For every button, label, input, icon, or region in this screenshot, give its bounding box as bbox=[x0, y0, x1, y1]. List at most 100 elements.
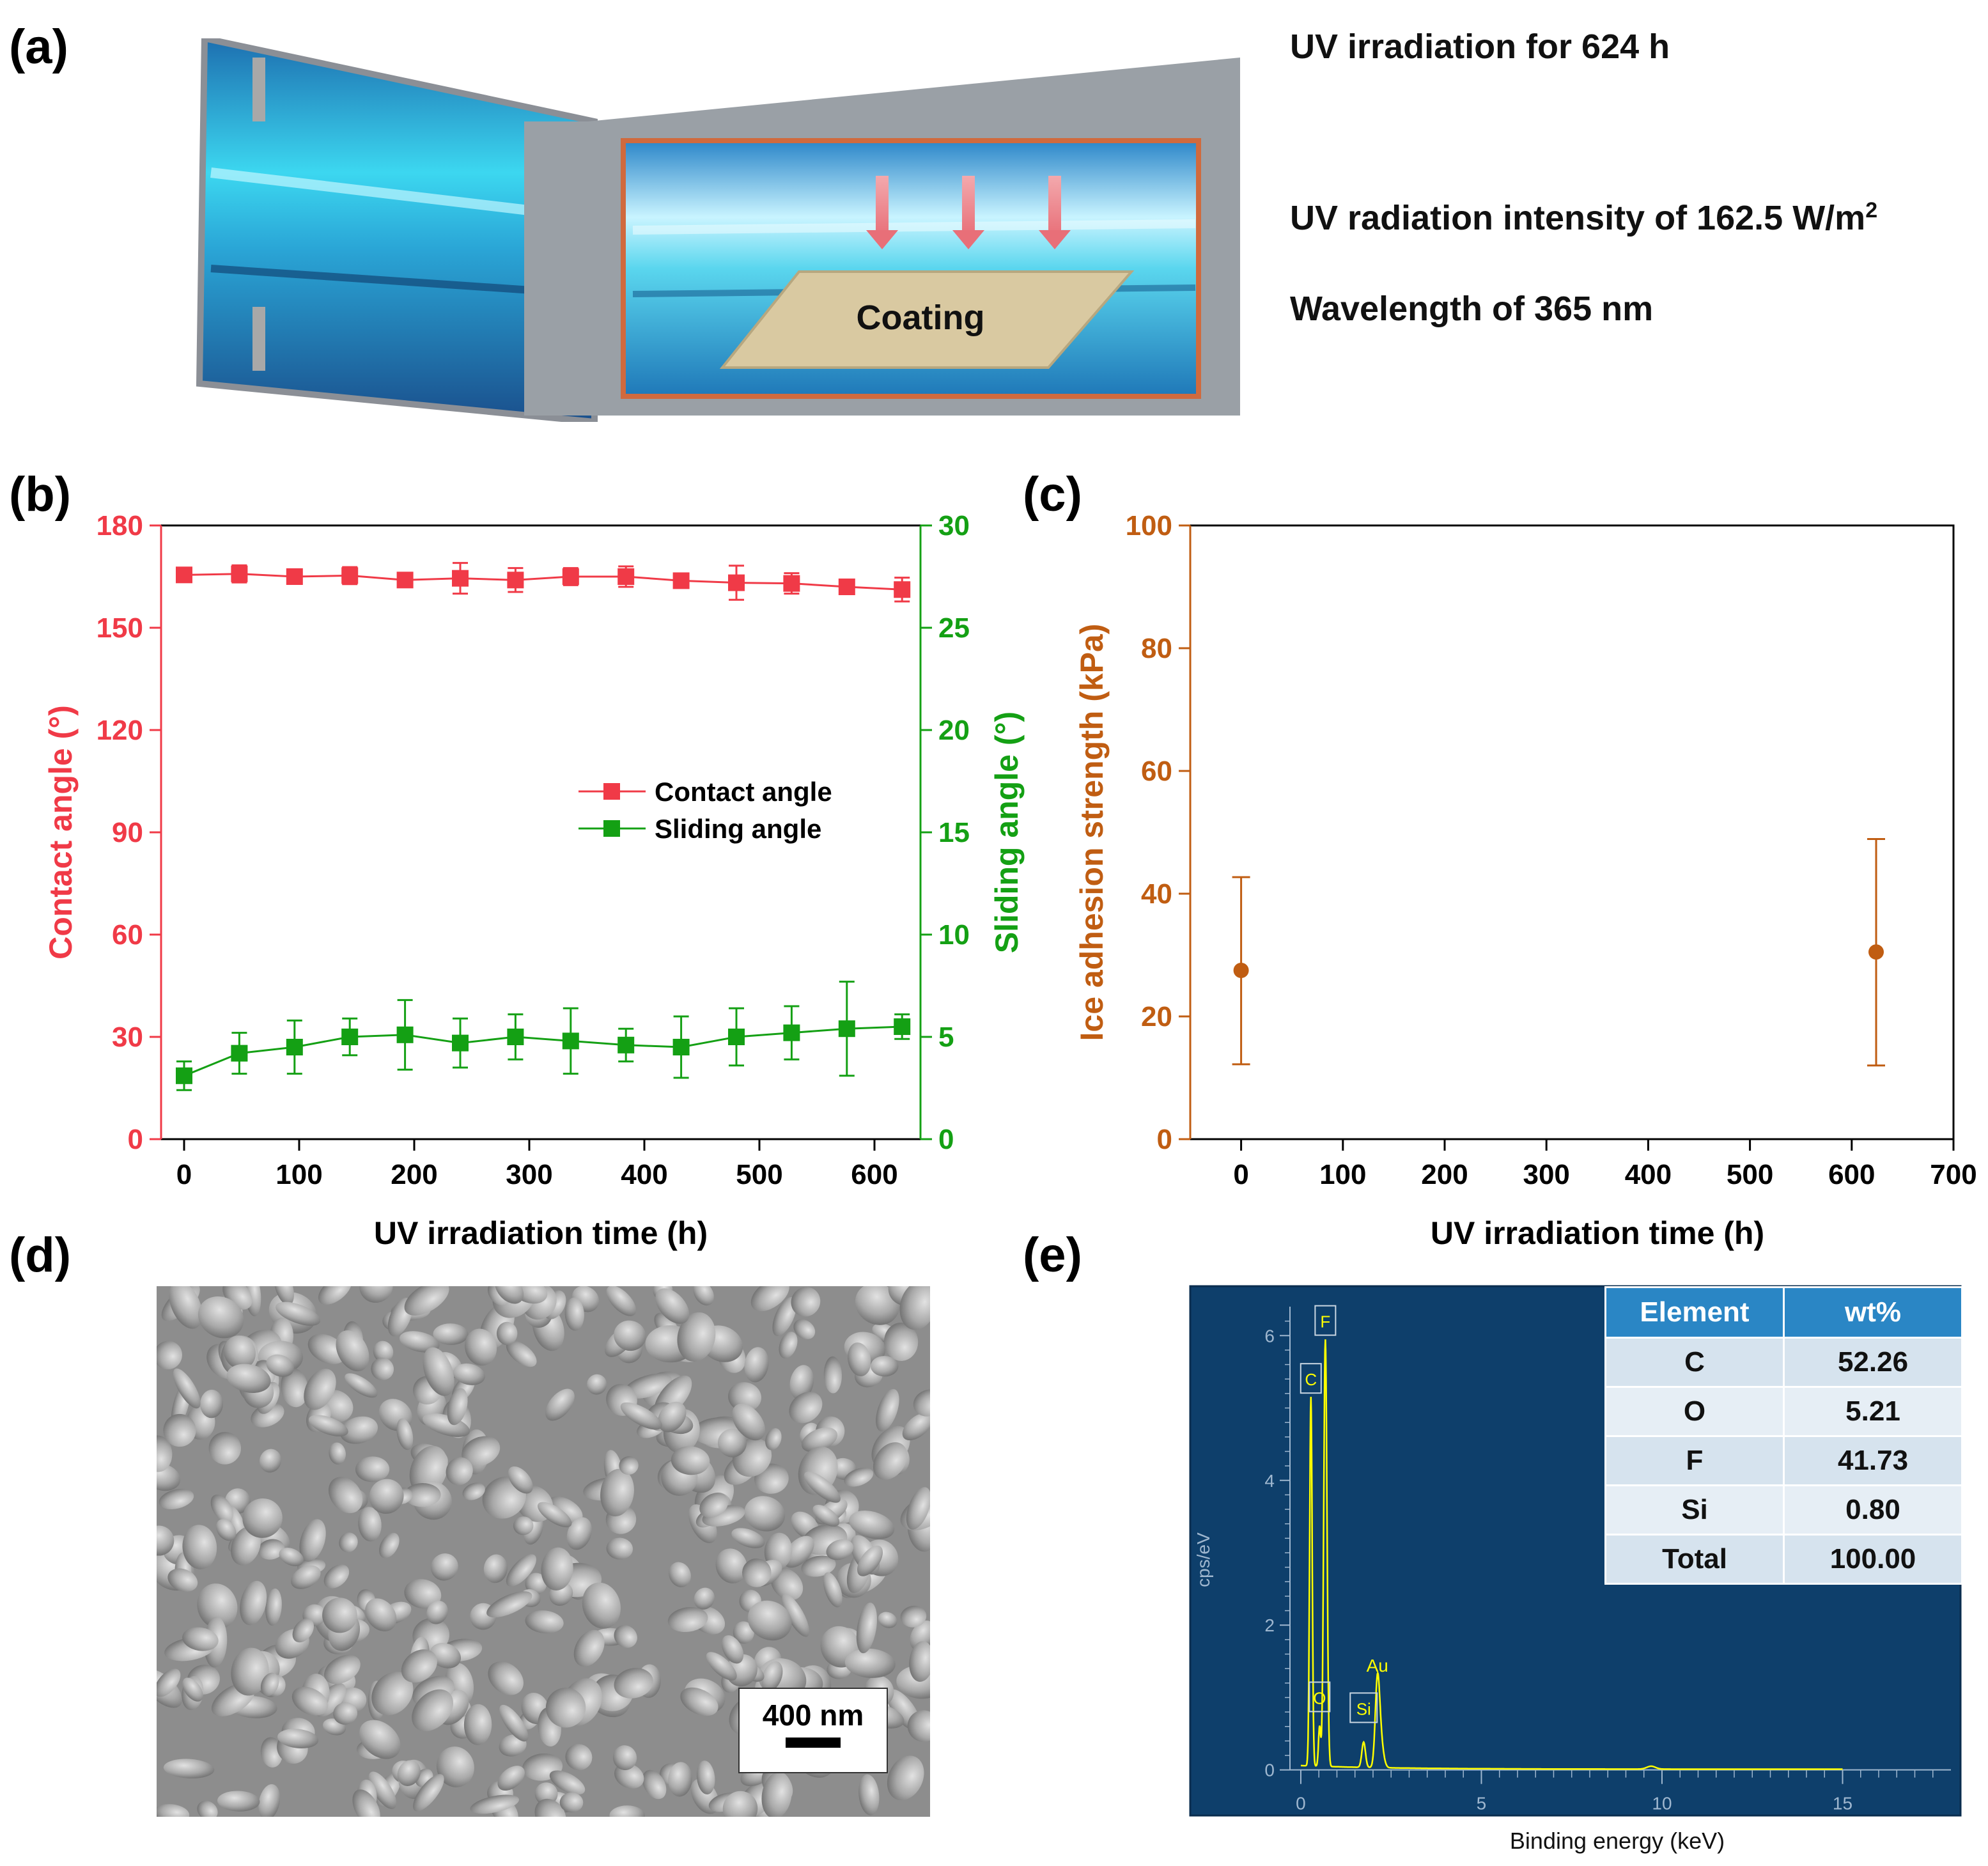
sem-particle bbox=[871, 1356, 899, 1377]
sem-particle bbox=[379, 1532, 400, 1559]
data-point-sliding bbox=[286, 1039, 303, 1055]
uv-intensity-value: UV radiation intensity of 162.5 W/m bbox=[1290, 199, 1866, 237]
sem-particle bbox=[744, 1496, 786, 1532]
sem-particle bbox=[447, 1388, 468, 1426]
sem-particle bbox=[401, 1649, 437, 1683]
y-axis-label-left: Contact angle (°) bbox=[43, 705, 79, 960]
table-row: F 41.73 bbox=[1604, 1435, 1963, 1486]
sem-particle bbox=[198, 1296, 244, 1339]
sem-particle bbox=[397, 1760, 421, 1786]
sem-particle bbox=[793, 1319, 816, 1340]
sem-particle bbox=[365, 1598, 397, 1631]
sem-particle bbox=[231, 1647, 269, 1696]
legend-marker bbox=[603, 783, 620, 800]
sem-particle bbox=[728, 1382, 761, 1412]
data-point-contact bbox=[341, 567, 359, 584]
uv-arrow-icon bbox=[952, 176, 984, 249]
sem-particle bbox=[909, 1641, 930, 1682]
sem-particle bbox=[855, 1286, 899, 1325]
sem-particle bbox=[606, 1537, 633, 1560]
data-point-sliding bbox=[507, 1029, 524, 1045]
sem-particle bbox=[623, 1373, 672, 1399]
uv-arrow-icon bbox=[1039, 176, 1071, 249]
sem-particle bbox=[208, 1432, 242, 1465]
uv-wavelength-text: Wavelength of 365 nm bbox=[1290, 290, 1654, 328]
table-cell-element: F bbox=[1604, 1435, 1785, 1486]
data-point-sliding bbox=[231, 1045, 248, 1062]
sem-particle bbox=[612, 1745, 637, 1771]
table-cell-element: Si bbox=[1604, 1484, 1785, 1536]
x-tick-label: 200 bbox=[1421, 1159, 1468, 1190]
data-point-contact bbox=[452, 570, 469, 587]
sem-particle bbox=[900, 1605, 927, 1628]
sem-particle bbox=[844, 1648, 896, 1678]
sem-particle bbox=[423, 1347, 454, 1396]
data-point-contact bbox=[728, 574, 745, 591]
sem-particle bbox=[260, 1672, 279, 1697]
sem-particle bbox=[167, 1568, 198, 1592]
sem-particle bbox=[906, 1487, 930, 1530]
sem-particle bbox=[163, 1759, 215, 1779]
y-tick-label-right: 30 bbox=[938, 510, 970, 541]
sem-particle bbox=[910, 1620, 930, 1651]
y-axis-label: Ice adhesion strength (kPa) bbox=[1074, 624, 1110, 1041]
sem-particle bbox=[318, 1286, 352, 1305]
sem-particle bbox=[462, 1436, 501, 1466]
sem-particle bbox=[525, 1573, 547, 1595]
y-tick-label-right: 0 bbox=[938, 1124, 954, 1155]
table-cell-element: O bbox=[1604, 1386, 1785, 1437]
sem-particle bbox=[329, 1477, 363, 1514]
uv-chamber-photo: Coating bbox=[196, 38, 1240, 422]
uv-arrow-icon bbox=[866, 176, 898, 249]
coating-label: Coating bbox=[857, 299, 985, 337]
sem-particle bbox=[534, 1798, 566, 1817]
sem-particle bbox=[400, 1331, 440, 1353]
x-tick-label: 100 bbox=[1319, 1159, 1366, 1190]
sem-particle bbox=[667, 1606, 708, 1633]
sem-particle bbox=[506, 1554, 536, 1587]
data-point-contact bbox=[783, 575, 800, 592]
data-point-sliding bbox=[783, 1024, 800, 1041]
sem-particle bbox=[742, 1558, 772, 1587]
table-cell-element: Total bbox=[1604, 1534, 1785, 1585]
sem-particle bbox=[887, 1755, 924, 1801]
sem-particle bbox=[463, 1704, 492, 1745]
sem-particle bbox=[217, 1791, 260, 1812]
peak-marker-box bbox=[1349, 1692, 1378, 1723]
panel-label-b: (b) bbox=[9, 467, 72, 522]
sem-particle bbox=[609, 1805, 645, 1817]
sem-particle bbox=[339, 1532, 358, 1553]
y-tick-label: 60 bbox=[1141, 756, 1172, 787]
sem-particle bbox=[430, 1643, 462, 1668]
sem-particle bbox=[470, 1794, 519, 1814]
sem-particle bbox=[369, 1479, 404, 1514]
x-tick-label: 0 bbox=[1296, 1794, 1306, 1814]
sem-particle bbox=[324, 1654, 361, 1684]
peak-label-o: O bbox=[1313, 1688, 1326, 1707]
sem-particle bbox=[823, 1356, 843, 1394]
y-tick-label: 40 bbox=[1141, 878, 1172, 910]
eds-composition-table: Element wt% C 52.26 O 5.21 F 41.73 Si 0.80 T… bbox=[1604, 1286, 1963, 1585]
sem-particle bbox=[352, 1789, 380, 1817]
sem-particle bbox=[182, 1525, 217, 1569]
table-row: O 5.21 bbox=[1604, 1386, 1963, 1437]
table-header-wt: wt% bbox=[1783, 1286, 1963, 1339]
sem-particle bbox=[157, 1341, 183, 1370]
sem-particle bbox=[899, 1286, 930, 1330]
uv-intensity-unit-exponent: 2 bbox=[1865, 198, 1878, 222]
sem-particle bbox=[197, 1583, 238, 1629]
data-point-contact bbox=[507, 571, 524, 589]
y-tick-label-left: 30 bbox=[112, 1022, 143, 1053]
sem-particle bbox=[586, 1374, 607, 1395]
sem-particle bbox=[258, 1784, 281, 1817]
sem-particle bbox=[801, 1427, 838, 1452]
sem-particle bbox=[537, 1502, 572, 1528]
sem-particle bbox=[549, 1770, 586, 1795]
y-tick-label-right: 15 bbox=[938, 817, 970, 848]
sem-particle bbox=[497, 1766, 525, 1791]
table-cell-wt: 0.80 bbox=[1783, 1484, 1963, 1536]
sem-particle bbox=[857, 1545, 883, 1576]
x-tick-label: 300 bbox=[1523, 1159, 1569, 1190]
